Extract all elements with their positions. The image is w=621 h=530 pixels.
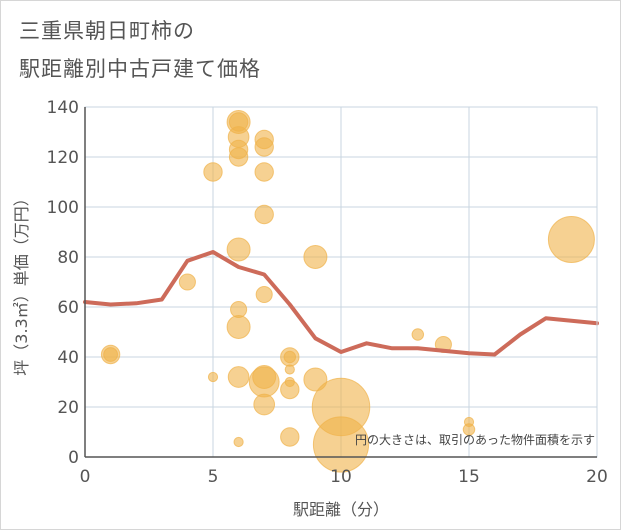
bubble-point <box>226 237 251 262</box>
plot-frame <box>84 106 598 458</box>
bubble-point <box>253 393 276 416</box>
bubble-point <box>303 245 328 269</box>
bubble-point <box>547 216 595 263</box>
bubble-point <box>411 328 425 341</box>
y-tick-label: 20 <box>57 398 79 418</box>
y-tick-label: 100 <box>47 198 79 218</box>
y-tick-label: 40 <box>57 348 79 368</box>
chart-title-line-2: 駅距離別中古戸建て価格 <box>19 57 261 81</box>
bubble-point <box>280 427 300 447</box>
bubble-point <box>283 350 297 364</box>
bubble-point <box>280 379 300 400</box>
x-tick-label: 20 <box>586 467 608 487</box>
bubble-point <box>312 416 370 473</box>
bubble-point <box>207 371 219 383</box>
x-tick-label: 10 <box>330 467 352 487</box>
tick-labels: 0 5 10 15 20 0 20 40 60 80 100 120 140 <box>47 98 608 487</box>
y-tick-label: 60 <box>57 298 79 318</box>
y-axis-title: 坪（3.3㎡）単価（万円） <box>12 190 31 375</box>
bubble-point <box>228 147 249 167</box>
bubble-point <box>227 366 250 388</box>
y-tick-label: 140 <box>47 98 79 118</box>
bubble-series <box>100 110 595 473</box>
bubble-point <box>303 367 328 392</box>
bubble-point <box>103 347 118 362</box>
bubble-size-note: 円の大きさは、取引のあった物件面積を示す <box>355 432 595 447</box>
bubble-point <box>226 315 251 339</box>
bubble-point <box>462 423 476 436</box>
x-tick-label: 0 <box>80 467 91 487</box>
average-line-series <box>83 250 599 357</box>
y-tick-label: 120 <box>47 148 79 168</box>
bubble-point <box>254 204 274 225</box>
y-tick-label: 80 <box>57 248 79 268</box>
bubble-point <box>254 162 274 182</box>
y-tick-label: 0 <box>68 448 79 468</box>
x-axis-title: 駅距離（分） <box>293 500 389 519</box>
x-tick-label: 15 <box>458 467 480 487</box>
bubble-point <box>203 162 223 182</box>
bubble-point <box>248 366 280 398</box>
bubble-point <box>233 436 244 448</box>
bubble-point <box>178 273 196 291</box>
x-tick-label: 5 <box>208 467 219 487</box>
bubble-point <box>284 364 295 375</box>
bubble-point <box>254 137 274 157</box>
chart-title-line-1: 三重県朝日町柿の <box>19 19 195 43</box>
average-price-line <box>83 250 599 357</box>
bubble-point <box>255 285 273 304</box>
